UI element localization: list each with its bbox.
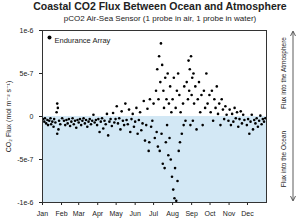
svg-text:-1e-6: -1e-6 — [17, 199, 33, 206]
svg-text:Jul: Jul — [149, 210, 158, 217]
svg-text:May: May — [110, 210, 124, 218]
svg-text:Oct: Oct — [205, 210, 216, 217]
html-text:pCO2 Air-Sea Sensor (1 probe i: pCO2 Air-Sea Sensor (1 probe in air, 1 p… — [63, 14, 257, 23]
svg-text:Jan: Jan — [37, 210, 48, 217]
html-text:Coastal CO2 Flux Between Ocean: Coastal CO2 Flux Between Ocean and Atmos… — [33, 0, 287, 12]
svg-text:Nov: Nov — [223, 210, 236, 217]
svg-text:Aug: Aug — [166, 210, 179, 218]
svg-text:Feb: Feb — [55, 210, 67, 217]
svg-text:Jun: Jun — [130, 210, 141, 217]
svg-text:Sep: Sep — [185, 210, 198, 218]
svg-text:-5e-7: -5e-7 — [17, 156, 33, 163]
svg-text:Endurance Array: Endurance Array — [55, 36, 111, 45]
svg-text:CO₂ Flux (mol m⁻² s⁻¹): CO₂ Flux (mol m⁻² s⁻¹) — [5, 81, 13, 153]
svg-text:Flux into the Atmosphere: Flux into the Atmosphere — [280, 37, 288, 109]
svg-text:1e-6: 1e-6 — [19, 27, 33, 34]
svg-text:0: 0 — [30, 113, 34, 120]
svg-text:Apr: Apr — [92, 210, 104, 218]
svg-text:Flux into the Ocean: Flux into the Ocean — [280, 130, 287, 187]
svg-text:Mar: Mar — [73, 210, 86, 217]
svg-text:5e-7: 5e-7 — [19, 70, 33, 77]
svg-text:Dec: Dec — [241, 210, 254, 217]
